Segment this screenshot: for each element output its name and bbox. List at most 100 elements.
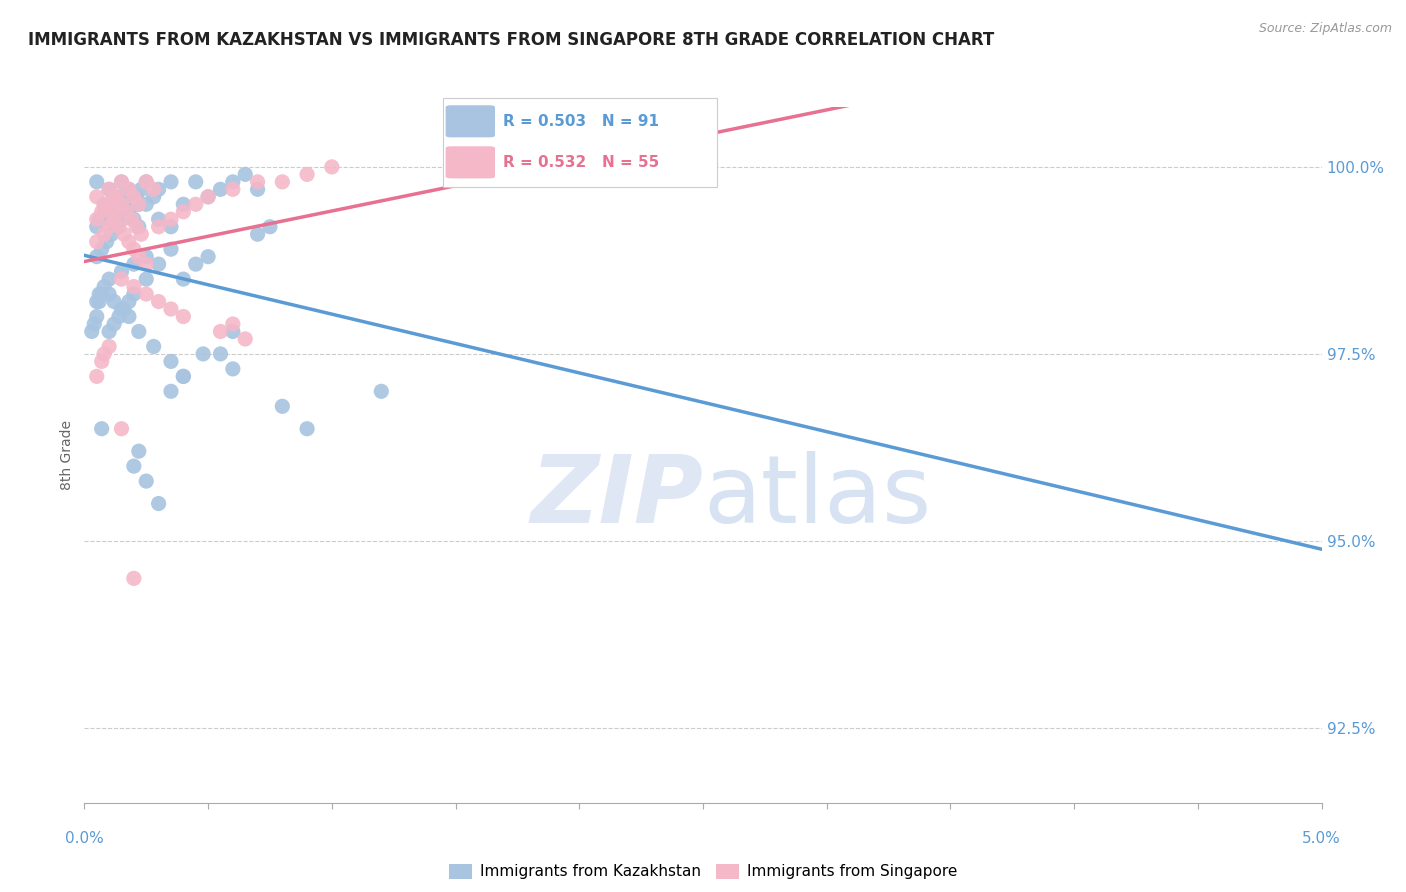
Point	[103, 212, 125, 227]
Point	[98, 182, 121, 196]
Point	[118, 235, 141, 249]
Point	[197, 250, 219, 264]
Point	[86, 369, 108, 384]
Point	[100, 227, 122, 242]
Point	[135, 287, 157, 301]
Point	[128, 197, 150, 211]
Point	[222, 175, 245, 189]
Point	[197, 190, 219, 204]
Point	[93, 204, 115, 219]
Point	[246, 182, 269, 196]
Point	[222, 362, 245, 376]
Point	[122, 190, 145, 204]
Point	[122, 279, 145, 293]
Point	[172, 369, 194, 384]
Point	[271, 399, 294, 413]
Point	[122, 459, 145, 474]
Point	[148, 497, 170, 511]
Point	[271, 175, 294, 189]
Point	[93, 197, 115, 211]
Point	[80, 325, 103, 339]
Point	[110, 197, 132, 211]
Point	[142, 182, 165, 196]
Point	[118, 310, 141, 324]
Point	[98, 212, 121, 227]
Text: 0.0%: 0.0%	[65, 831, 104, 846]
Point	[148, 182, 170, 196]
Point	[110, 175, 132, 189]
Point	[128, 444, 150, 458]
Point	[135, 474, 157, 488]
Point	[86, 250, 108, 264]
Point	[160, 219, 183, 234]
FancyBboxPatch shape	[446, 146, 495, 178]
Point	[96, 197, 118, 211]
Point	[110, 422, 132, 436]
Point	[142, 190, 165, 204]
Point	[295, 422, 318, 436]
Point	[160, 301, 183, 316]
Point	[110, 175, 132, 189]
Point	[103, 197, 125, 211]
Point	[98, 325, 121, 339]
Point	[115, 204, 138, 219]
Point	[89, 287, 111, 301]
Point	[184, 197, 207, 211]
Point	[86, 294, 108, 309]
Point	[93, 227, 115, 242]
Point	[246, 227, 269, 242]
Point	[103, 294, 125, 309]
Point	[98, 272, 121, 286]
Point	[122, 287, 145, 301]
Point	[108, 310, 131, 324]
Point	[120, 212, 142, 227]
Point	[160, 384, 183, 399]
Point	[172, 310, 194, 324]
Point	[98, 204, 121, 219]
Text: R = 0.532   N = 55: R = 0.532 N = 55	[503, 155, 659, 169]
Point	[135, 250, 157, 264]
Point	[122, 190, 145, 204]
Point	[118, 182, 141, 196]
Point	[142, 339, 165, 353]
Point	[222, 182, 245, 196]
Point	[115, 204, 138, 219]
Point	[172, 197, 194, 211]
Point	[135, 257, 157, 271]
Point	[108, 219, 131, 234]
Point	[105, 190, 128, 204]
Point	[112, 301, 135, 316]
Point	[86, 212, 108, 227]
Point	[93, 347, 115, 361]
Point	[110, 301, 132, 316]
Point	[370, 384, 392, 399]
Point	[100, 204, 122, 219]
Point	[128, 325, 150, 339]
Point	[105, 219, 128, 234]
Point	[160, 354, 183, 368]
Point	[90, 287, 112, 301]
Text: R = 0.503   N = 91: R = 0.503 N = 91	[503, 114, 659, 128]
Text: 5.0%: 5.0%	[1302, 831, 1341, 846]
Point	[128, 197, 150, 211]
Point	[160, 175, 183, 189]
Point	[118, 182, 141, 196]
Text: IMMIGRANTS FROM KAZAKHSTAN VS IMMIGRANTS FROM SINGAPORE 8TH GRADE CORRELATION CH: IMMIGRANTS FROM KAZAKHSTAN VS IMMIGRANTS…	[28, 31, 994, 49]
Point	[197, 190, 219, 204]
Point	[209, 182, 232, 196]
Point	[129, 182, 152, 196]
Point	[222, 317, 245, 331]
Point	[321, 160, 343, 174]
Point	[148, 219, 170, 234]
Point	[209, 325, 232, 339]
Point	[135, 272, 157, 286]
Point	[122, 257, 145, 271]
Point	[90, 354, 112, 368]
Point	[135, 175, 157, 189]
Point	[86, 190, 108, 204]
Point	[98, 287, 121, 301]
Point	[112, 227, 135, 242]
Text: atlas: atlas	[703, 450, 931, 542]
Point	[259, 219, 281, 234]
Y-axis label: 8th Grade: 8th Grade	[60, 420, 75, 490]
